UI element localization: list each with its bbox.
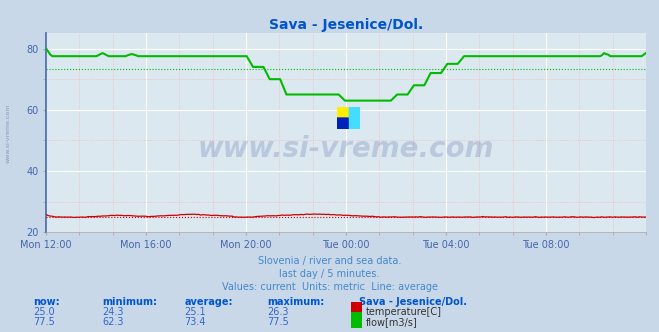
Text: 77.5: 77.5	[267, 317, 289, 327]
Text: 25.0: 25.0	[33, 307, 55, 317]
Text: last day / 5 minutes.: last day / 5 minutes.	[279, 269, 380, 279]
Text: 73.4: 73.4	[185, 317, 206, 327]
Polygon shape	[349, 118, 360, 129]
Text: Sava - Jesenice/Dol.: Sava - Jesenice/Dol.	[359, 297, 467, 307]
Text: 62.3: 62.3	[102, 317, 124, 327]
Text: maximum:: maximum:	[267, 297, 324, 307]
Polygon shape	[349, 118, 360, 129]
Text: 24.3: 24.3	[102, 307, 124, 317]
Text: now:: now:	[33, 297, 59, 307]
Polygon shape	[349, 107, 360, 118]
Text: minimum:: minimum:	[102, 297, 157, 307]
Text: 25.1: 25.1	[185, 307, 206, 317]
Text: www.si-vreme.com: www.si-vreme.com	[5, 103, 11, 163]
Polygon shape	[337, 118, 349, 129]
Polygon shape	[349, 107, 360, 118]
Text: www.si-vreme.com: www.si-vreme.com	[198, 135, 494, 163]
Text: 26.3: 26.3	[267, 307, 289, 317]
Text: flow[m3/s]: flow[m3/s]	[366, 317, 418, 327]
Text: Slovenia / river and sea data.: Slovenia / river and sea data.	[258, 256, 401, 266]
Title: Sava - Jesenice/Dol.: Sava - Jesenice/Dol.	[269, 18, 423, 32]
Text: Values: current  Units: metric  Line: average: Values: current Units: metric Line: aver…	[221, 283, 438, 292]
Text: average:: average:	[185, 297, 233, 307]
Text: 77.5: 77.5	[33, 317, 55, 327]
Polygon shape	[337, 118, 349, 129]
Text: temperature[C]: temperature[C]	[366, 307, 442, 317]
Polygon shape	[337, 107, 349, 118]
Polygon shape	[337, 107, 349, 118]
